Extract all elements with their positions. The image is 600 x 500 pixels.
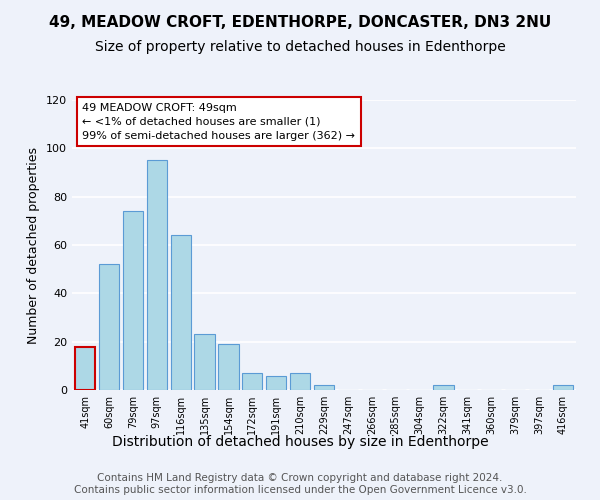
Text: Size of property relative to detached houses in Edenthorpe: Size of property relative to detached ho… xyxy=(95,40,505,54)
Bar xyxy=(170,236,191,390)
Text: 49, MEADOW CROFT, EDENTHORPE, DONCASTER, DN3 2NU: 49, MEADOW CROFT, EDENTHORPE, DONCASTER,… xyxy=(49,15,551,30)
Text: Contains HM Land Registry data © Crown copyright and database right 2024.
Contai: Contains HM Land Registry data © Crown c… xyxy=(74,474,526,495)
Bar xyxy=(75,346,95,390)
Bar xyxy=(218,344,239,390)
Text: 49 MEADOW CROFT: 49sqm
← <1% of detached houses are smaller (1)
99% of semi-deta: 49 MEADOW CROFT: 49sqm ← <1% of detached… xyxy=(82,103,355,141)
Bar xyxy=(194,334,215,390)
Bar xyxy=(290,373,310,390)
Bar xyxy=(146,160,167,390)
Bar xyxy=(433,385,454,390)
Bar xyxy=(266,376,286,390)
Y-axis label: Number of detached properties: Number of detached properties xyxy=(28,146,40,344)
Bar xyxy=(242,373,262,390)
Bar xyxy=(123,211,143,390)
Text: Distribution of detached houses by size in Edenthorpe: Distribution of detached houses by size … xyxy=(112,435,488,449)
Bar xyxy=(314,385,334,390)
Bar xyxy=(99,264,119,390)
Bar xyxy=(553,385,573,390)
